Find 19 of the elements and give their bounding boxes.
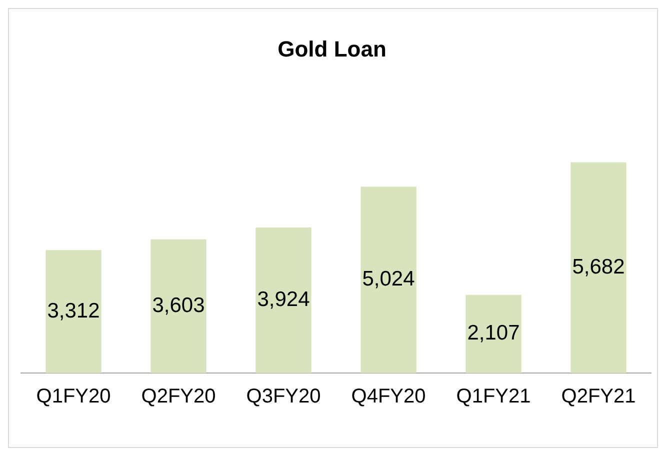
chart-title: Gold Loan: [278, 36, 386, 62]
data-label: 3,924: [257, 288, 310, 312]
x-tick-label: Q4FY20: [351, 386, 426, 408]
x-tick-label: Q3FY20: [246, 386, 321, 408]
x-tick-label: Q1FY20: [36, 386, 111, 408]
bar: [570, 162, 626, 373]
data-label: 5,682: [572, 255, 625, 278]
data-label: 3,603: [152, 294, 205, 317]
bar: [46, 250, 102, 373]
bar: [150, 239, 206, 373]
x-tick-label: Q1FY21: [456, 386, 531, 408]
bar: [256, 227, 312, 373]
bar: [466, 294, 522, 373]
data-label: 2,107: [467, 322, 520, 345]
data-label: 5,024: [362, 268, 416, 291]
bar: [360, 186, 416, 373]
x-tick-label: Q2FY20: [141, 386, 216, 408]
x-tick-label: Q2FY21: [561, 386, 636, 408]
data-label: 3,312: [47, 299, 100, 322]
